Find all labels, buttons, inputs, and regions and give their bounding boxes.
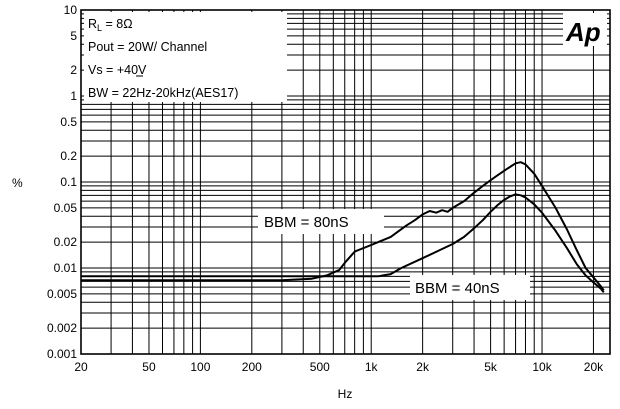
ap-logo-bg	[563, 13, 607, 46]
tick-labels: 20 50 100 200 500 1k 2k 5k 10k 20k 10 5 2 1 0.5 0.2 0.1 0…	[47, 3, 604, 374]
x-tick-label: 20k	[584, 360, 604, 374]
series-curves	[81, 161, 605, 294]
test-conditions-annotation: RL = 8Ω Pout = 20W/ Channel Vs = +40V BW…	[84, 12, 287, 102]
y-tick-label: 0.01	[54, 261, 78, 275]
x-tick-label: 200	[242, 360, 262, 374]
y-tick-label: 1	[70, 89, 77, 103]
x-tick-label: 10k	[532, 360, 552, 374]
series-line-80ns	[81, 161, 605, 291]
series-line-40ns	[81, 193, 605, 294]
series-label-80ns-bg	[258, 209, 384, 234]
series-label-40ns-bg	[410, 275, 530, 300]
y-tick-label: 10	[64, 3, 78, 17]
y-tick-label: 2	[70, 63, 77, 77]
y-tick-label: 5	[70, 29, 77, 43]
plot-frame	[80, 9, 611, 355]
series-label-80ns: BBM = 80nS	[258, 209, 384, 234]
y-tick-label: 0.05	[54, 201, 78, 215]
y-tick-label: 0.005	[47, 287, 77, 301]
x-axis-label: Hz	[338, 387, 353, 401]
x-tick-label: 100	[190, 360, 210, 374]
y-tick-label: 0.001	[47, 347, 77, 361]
x-tick-label: 20	[74, 360, 88, 374]
series-label-40ns: BBM = 40nS	[410, 275, 530, 300]
series-label-40ns-text: BBM = 40nS	[415, 280, 500, 297]
ap-logo-text: Ap	[565, 17, 601, 47]
x-tick-label: 50	[142, 360, 156, 374]
rl-label: RL = 8Ω	[88, 17, 133, 33]
bw-label: BW = 22Hz-20kHz(AES17)	[88, 86, 238, 100]
y-tick-label: 0.002	[47, 321, 77, 335]
y-tick-label: 0.1	[60, 175, 77, 189]
annotation-box-bg	[84, 12, 287, 102]
x-tick-label: 500	[310, 360, 330, 374]
ap-logo: Ap	[563, 13, 607, 47]
vs-label: Vs = +40V	[88, 63, 147, 77]
y-tick-label: 0.5	[60, 115, 77, 129]
x-tick-label: 1k	[365, 360, 379, 374]
x-tick-label: 2k	[416, 360, 430, 374]
series-label-80ns-text: BBM = 80nS	[264, 214, 349, 231]
y-tick-label: 0.02	[54, 235, 78, 249]
x-tick-label: 5k	[484, 360, 498, 374]
pout-label: Pout = 20W/ Channel	[88, 40, 207, 54]
y-axis-label: %	[12, 176, 23, 190]
y-tick-label: 0.2	[60, 149, 77, 163]
